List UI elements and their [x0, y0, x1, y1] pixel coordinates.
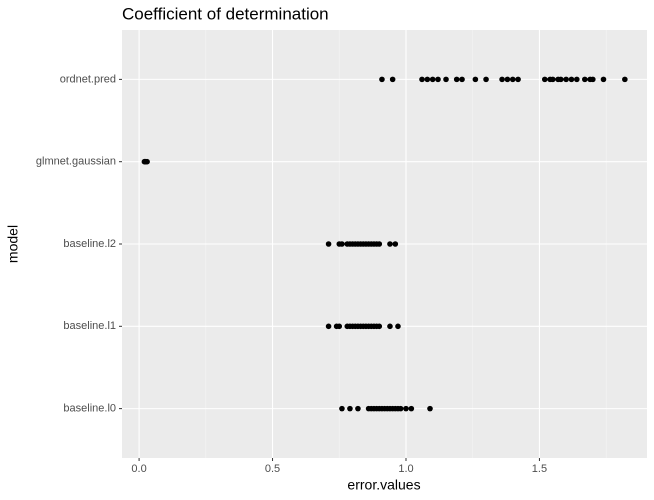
point: [142, 158, 148, 165]
x-tick-label: 1.5: [532, 463, 547, 475]
point: [397, 405, 404, 412]
x-tick-label: 0.5: [265, 463, 280, 475]
point: [509, 76, 516, 83]
point: [574, 76, 580, 83]
point: [459, 76, 465, 83]
point: [600, 76, 607, 83]
point: [541, 76, 548, 83]
point: [403, 405, 409, 412]
point: [355, 405, 361, 412]
y-tick-label: baseline.l0: [63, 403, 116, 415]
point: [568, 76, 575, 83]
chart-title: Coefficient of determination: [122, 4, 329, 23]
point: [339, 241, 345, 247]
x-tick-label: 0.0: [131, 463, 146, 475]
point: [483, 76, 489, 83]
point: [429, 76, 436, 83]
point: [395, 323, 401, 330]
point: [427, 405, 433, 412]
point: [392, 241, 399, 247]
point: [622, 76, 628, 83]
point: [419, 76, 425, 83]
point: [389, 76, 396, 83]
point: [339, 405, 345, 412]
point: [549, 76, 556, 83]
point: [424, 76, 431, 83]
point: [435, 76, 441, 83]
point: [387, 241, 393, 247]
x-axis-title: error.values: [347, 477, 420, 493]
y-tick-label: ordnet.pred: [60, 73, 116, 85]
point: [557, 76, 564, 83]
x-tick-label: 1.0: [398, 463, 413, 475]
y-tick-label: baseline.l1: [63, 320, 116, 332]
point: [376, 323, 383, 330]
point: [582, 76, 588, 83]
point: [590, 76, 596, 83]
point: [325, 241, 332, 247]
point: [376, 241, 383, 247]
point: [515, 76, 521, 83]
point: [379, 76, 385, 83]
point: [443, 76, 449, 83]
point: [336, 323, 343, 330]
point: [325, 323, 332, 330]
y-axis-title: model: [5, 225, 21, 263]
point: [563, 76, 569, 83]
point: [347, 405, 353, 412]
point: [499, 76, 505, 83]
point: [504, 76, 511, 83]
point: [453, 76, 460, 83]
y-tick-label: glmnet.gaussian: [36, 156, 116, 168]
point: [387, 323, 393, 330]
point: [472, 76, 479, 83]
y-tick-label: baseline.l2: [63, 238, 116, 250]
point: [408, 405, 415, 412]
